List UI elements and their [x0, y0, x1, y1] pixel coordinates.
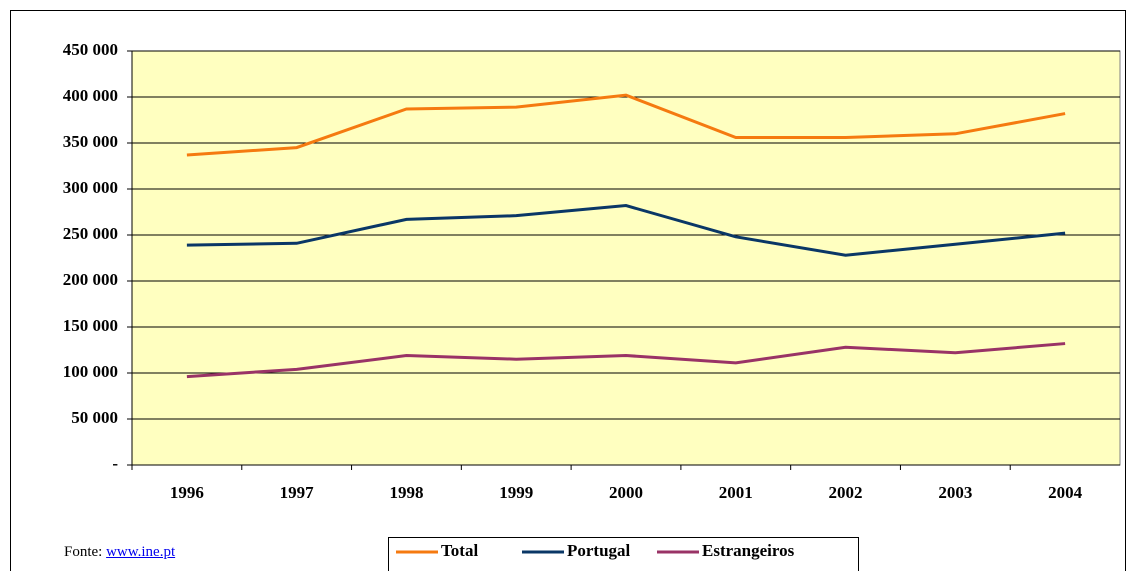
plot-area	[131, 50, 1121, 466]
legend-label: Portugal	[567, 541, 631, 560]
y-tick-label: 100 000	[63, 362, 118, 381]
y-tick-label: 350 000	[63, 132, 118, 151]
x-tick-label: 1996	[170, 483, 204, 502]
y-tick-label: 150 000	[63, 316, 118, 335]
legend-label: Total	[441, 541, 478, 560]
y-tick-label: 450 000	[63, 40, 118, 59]
y-tick-label: 300 000	[63, 178, 118, 197]
x-tick-label: 1999	[499, 483, 533, 502]
x-tick-label: 2002	[829, 483, 863, 502]
series-line	[186, 93, 1066, 157]
source-link[interactable]: www.ine.pt	[106, 544, 176, 560]
x-tick-label: 2000	[609, 483, 643, 502]
source-note: Fonte: www.ine.pt	[64, 544, 175, 561]
source-prefix: Fonte:	[64, 544, 103, 560]
series-line	[186, 342, 1066, 379]
x-tick-label: 2003	[938, 483, 972, 502]
x-tick-label: 1997	[280, 483, 315, 502]
x-tick-label: 2004	[1048, 483, 1083, 502]
legend-label: Estrangeiros	[702, 541, 795, 560]
y-tick-label: -	[112, 454, 118, 473]
x-tick-label: 2001	[719, 483, 753, 502]
y-tick-label: 50 000	[71, 408, 118, 427]
series-line	[186, 204, 1066, 257]
y-tick-label: 250 000	[63, 224, 118, 243]
y-tick-label: 400 000	[63, 86, 118, 105]
y-tick-label: 200 000	[63, 270, 118, 289]
legend-box	[388, 537, 859, 571]
x-tick-label: 1998	[389, 483, 423, 502]
